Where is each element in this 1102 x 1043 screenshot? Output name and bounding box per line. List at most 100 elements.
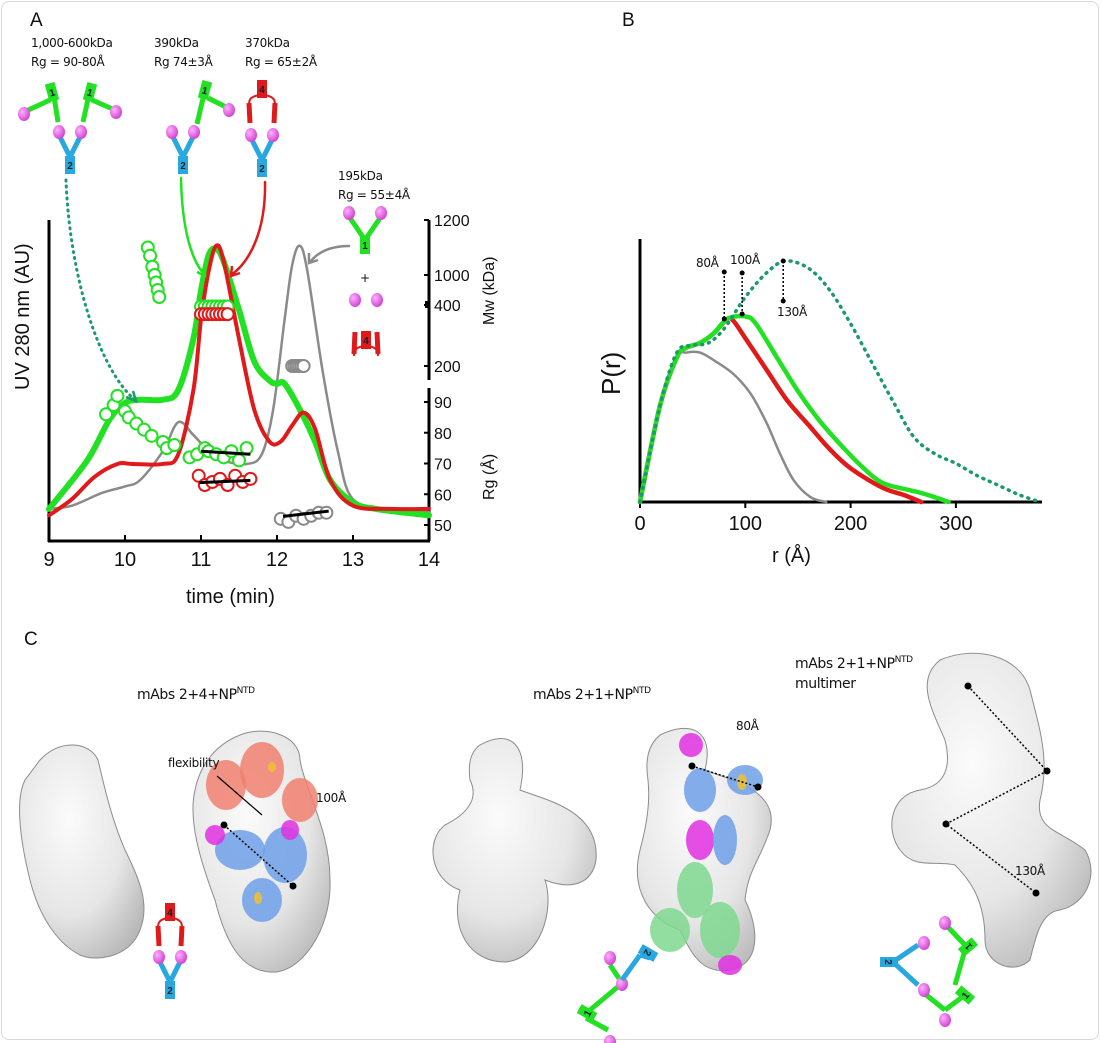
time-tick-label: 9 [43, 549, 54, 571]
species-1-mass: 1,000-600kDa [31, 36, 113, 50]
c-title-1-main: mAbs 2+4+NP [137, 687, 237, 703]
antibody-stem-icon [257, 80, 267, 98]
c-title-1-sup: NTD [237, 686, 255, 696]
fitted-domain [242, 878, 282, 922]
antibody-label: 1 [582, 1008, 595, 1019]
rg-tick-label: 70 [434, 457, 452, 474]
distance-130a-dot [942, 820, 950, 828]
surface-map-3 [432, 738, 597, 963]
species-4-mass: 195kDa [338, 169, 383, 183]
antibody-label: 2 [167, 986, 173, 997]
antibody-stem-block: 4 [257, 80, 267, 98]
antibody-arm [271, 102, 278, 124]
antibody-label: 2 [640, 947, 653, 958]
rg-tick-label: 60 [434, 487, 452, 504]
mw-tick-label: 200 [434, 359, 461, 376]
fitted-domain [684, 768, 716, 812]
mw-data-point [152, 290, 167, 304]
fitted-domain [205, 825, 225, 845]
antibody-stem-icon [360, 236, 370, 254]
antibody-label: 2 [882, 959, 893, 965]
r-tick-label: 300 [939, 513, 972, 535]
distance-marker-dot [739, 270, 745, 276]
antibody-stem-icon [165, 981, 175, 999]
antigen-ball-icon [245, 128, 257, 142]
distance-130a [944, 685, 1049, 894]
antibody-stem-block: 2 [178, 156, 188, 174]
arrow-multimer [64, 178, 137, 402]
panel-c-models: flexibility 100Å 80Å 130Å [19, 652, 1092, 975]
antibody-stem-block: 1 [360, 236, 370, 254]
antibody-stem-block: 2 [165, 981, 175, 999]
antigen-ball-icon [166, 125, 178, 139]
antibody-arm [178, 925, 185, 947]
antibody-stem-icon [82, 82, 98, 102]
antigen-ball-icon [188, 125, 200, 139]
antibody-stem-block: 4 [165, 903, 175, 921]
distance-marker-dot [780, 258, 786, 264]
antibody-stem-block: 2 [257, 159, 267, 177]
antibody-stem-block: 4 [361, 331, 371, 349]
antigen-ball-icon [939, 916, 951, 930]
antibody-arm [259, 136, 276, 162]
time-tick-label: 11 [191, 549, 212, 571]
antibody-stem-icon [165, 903, 175, 921]
species-2-rg: Rg 74±3Å [154, 54, 214, 69]
rg-tick-label: 80 [434, 426, 452, 443]
mw-tick-label: 400 [434, 298, 461, 315]
distance-label-130a: 130Å [1015, 863, 1046, 878]
antigen-ball-icon [53, 125, 65, 139]
antigen-ball-icon [110, 105, 122, 119]
rg-data-point [167, 438, 182, 453]
fitted-domain [713, 815, 737, 865]
antibody-arm [619, 953, 643, 982]
antibody-arm [588, 983, 622, 1012]
antibody-stem-block: 1 [197, 80, 213, 100]
arrow-370kda [229, 180, 267, 277]
rg-data-point [243, 471, 258, 486]
fitted-domain [700, 902, 740, 958]
antibody-stem-icon [197, 80, 213, 100]
antigen-ball-icon [604, 951, 616, 965]
distance-annotation: 130Å [777, 304, 808, 319]
antigen-ball-icon [918, 983, 930, 997]
distance-100a [223, 824, 294, 887]
antibody-arm [607, 963, 623, 982]
time-axis-label: time (min) [186, 586, 275, 608]
flexibility-pointer [216, 775, 263, 816]
distance-130a-dot [1032, 889, 1040, 897]
uv-trace [47, 243, 431, 518]
antigen-ball-icon [604, 1035, 616, 1043]
antibody-arm [67, 133, 84, 159]
antibody-stem-block: 2 [880, 957, 898, 967]
antibody-arm [248, 136, 265, 162]
fitted-domain [282, 778, 318, 822]
panel-label-a: A [30, 10, 43, 31]
rg-data-point [99, 407, 113, 422]
antigen-ball-icon [918, 936, 930, 950]
fitted-domain [268, 762, 276, 772]
antibody-arm [246, 102, 253, 124]
arrow-multimer-head [125, 390, 138, 404]
antibody-label: 1 [48, 87, 57, 99]
antibody-label: 2 [259, 164, 265, 175]
mw-data-point [220, 307, 235, 322]
distance-annotation: 80Å [696, 255, 720, 270]
antigen-ball-icon [75, 125, 87, 139]
antibody-arm [56, 133, 73, 159]
c-title-2: mAbs 2+1+NPNTD [533, 686, 651, 703]
fitted-domain [679, 733, 703, 757]
arrow-390kda-head [196, 267, 207, 279]
time-tick-label: 10 [114, 549, 136, 571]
antigen-ball-icon [153, 950, 165, 964]
panel-label-b: B [622, 10, 635, 31]
rg-tick-label: 90 [434, 395, 452, 412]
antibody-label: 4 [167, 908, 173, 919]
antibody-label: 2 [180, 161, 186, 172]
c-title-1: mAbs 2+4+NPNTD [137, 686, 255, 703]
antibody-stem-icon [257, 159, 267, 177]
antibody-stem-block: 1 [954, 985, 976, 1005]
pr-curve [637, 313, 951, 505]
